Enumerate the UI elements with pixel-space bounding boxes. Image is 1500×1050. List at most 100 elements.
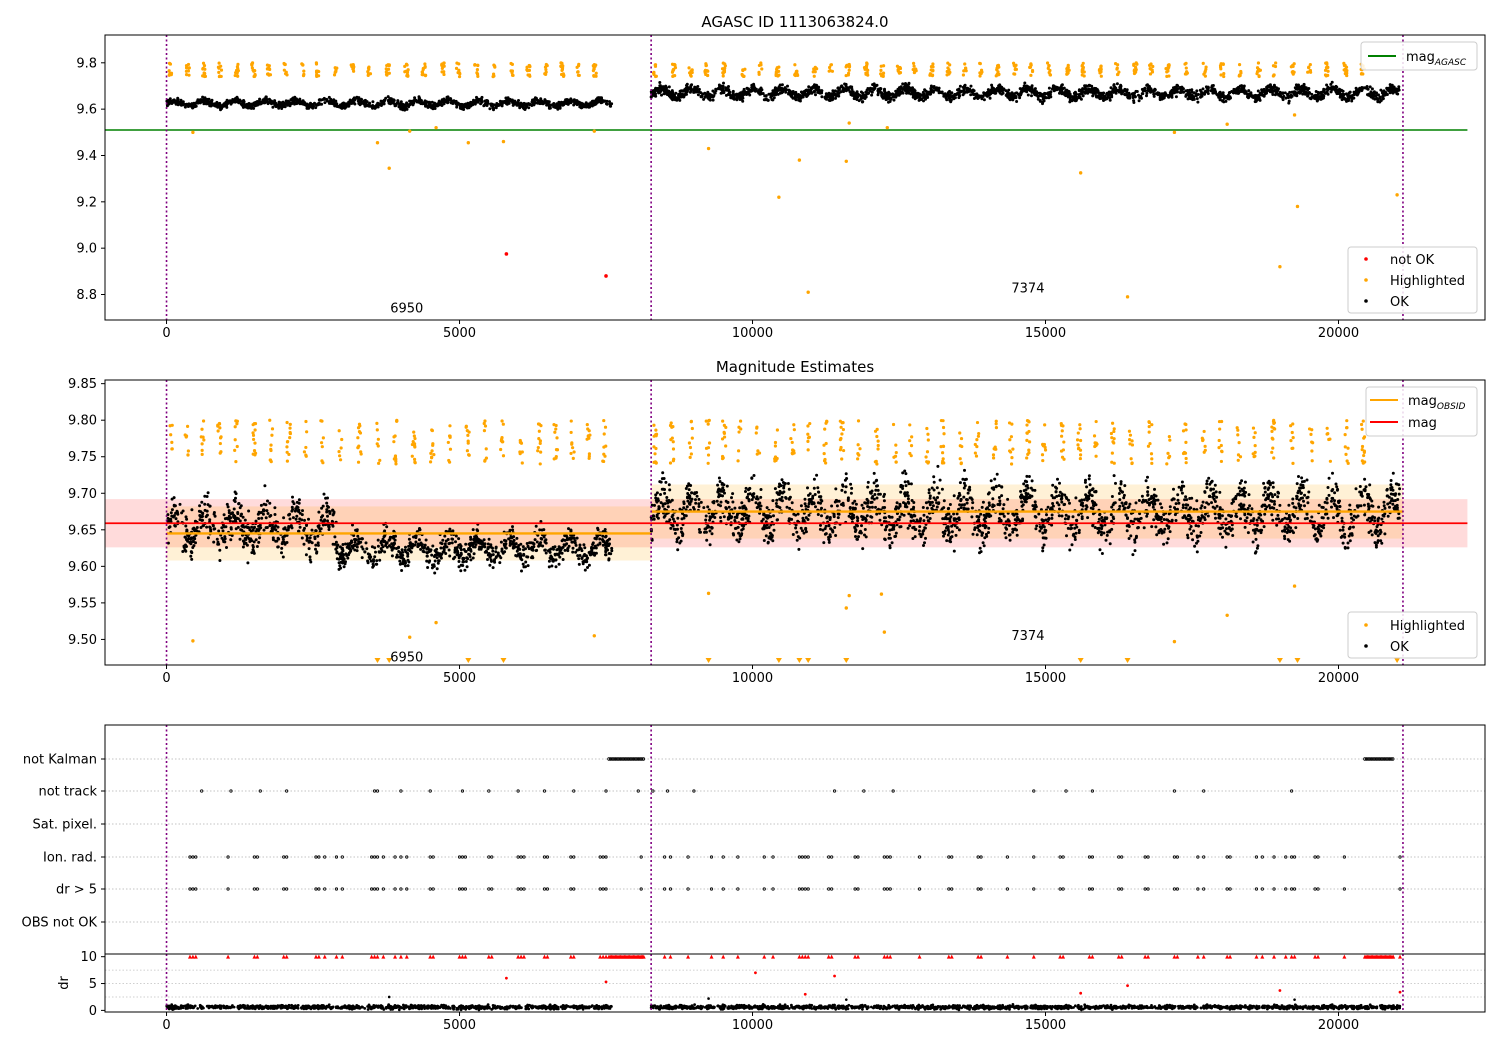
ok-point <box>1036 97 1040 101</box>
highlighted-point <box>285 73 289 77</box>
ok-point <box>1213 88 1217 91</box>
ok-point <box>418 98 422 102</box>
ok-point <box>758 92 762 96</box>
ok-point <box>557 100 561 104</box>
ok-point <box>240 512 243 516</box>
ok-point <box>594 98 598 102</box>
ok-point <box>376 101 380 105</box>
ok-point <box>990 83 994 87</box>
ok-point <box>904 83 908 87</box>
ok-point <box>899 85 903 89</box>
ok-point <box>1237 86 1241 90</box>
ok-point <box>1163 93 1167 97</box>
ok-point <box>204 98 208 102</box>
ok-point <box>371 105 375 109</box>
ok-point <box>386 95 390 99</box>
ok-point <box>1272 83 1276 87</box>
ok-point <box>327 525 331 528</box>
ok-point <box>731 93 735 97</box>
ok-point <box>1315 99 1319 103</box>
highlighted-point <box>911 67 915 72</box>
ok-point <box>199 526 203 529</box>
ok-point <box>562 103 566 107</box>
highlighted-point <box>1221 62 1225 66</box>
highlighted-point <box>167 69 171 73</box>
ok-point <box>589 103 593 107</box>
ok-point <box>403 105 407 109</box>
ok-point <box>499 540 503 544</box>
ok-point <box>1123 93 1127 97</box>
ok-point <box>435 567 439 571</box>
ok-point <box>1224 95 1228 98</box>
ok-point <box>1206 85 1210 89</box>
ok-point <box>349 99 353 103</box>
highlighted-point <box>1117 70 1121 74</box>
ok-point <box>1108 98 1112 102</box>
ok-point <box>977 95 981 98</box>
ok-point <box>281 555 285 559</box>
ok-point <box>263 484 267 488</box>
highlighted-point <box>283 62 287 67</box>
ok-point <box>219 103 222 107</box>
ok-point <box>229 538 233 542</box>
ok-point <box>1367 93 1371 97</box>
ok-point <box>343 106 347 110</box>
ok-point <box>700 95 704 99</box>
ok-point <box>907 81 911 85</box>
ok-point <box>889 97 893 101</box>
ok-point <box>1232 87 1236 91</box>
highlighted-point <box>813 70 817 74</box>
ok-point <box>276 545 280 549</box>
ok-point <box>172 504 176 508</box>
ok-point <box>208 504 212 508</box>
highlighted-point <box>914 69 918 73</box>
highlighted-point <box>184 64 189 68</box>
ok-point <box>1374 94 1378 98</box>
ok-point <box>1137 93 1140 97</box>
ok-point <box>317 510 321 514</box>
ok-point <box>391 535 394 539</box>
ok-point <box>1258 91 1262 95</box>
ok-point <box>170 497 174 501</box>
ok-point <box>961 93 965 97</box>
ok-point <box>200 518 204 522</box>
ok-point <box>1149 87 1152 91</box>
ok-point <box>1301 86 1305 89</box>
ok-point <box>469 101 473 105</box>
ok-point <box>260 516 264 520</box>
ok-point <box>1395 92 1399 96</box>
ok-point <box>335 546 339 550</box>
ok-point <box>707 92 711 96</box>
highlighted-point <box>963 66 968 70</box>
highlighted-point <box>704 64 708 68</box>
ok-point <box>374 550 377 554</box>
ok-point <box>262 502 266 506</box>
ok-point <box>1286 93 1289 97</box>
ok-point <box>571 546 575 550</box>
ok-point <box>985 94 989 98</box>
highlighted-point <box>1013 72 1017 76</box>
ok-point <box>1000 92 1004 96</box>
highlighted-point <box>777 195 781 199</box>
ok-point <box>510 99 513 103</box>
ok-point <box>969 89 973 93</box>
ok-point <box>258 536 262 540</box>
ok-point <box>184 524 188 528</box>
ok-point <box>786 84 789 88</box>
ok-point <box>1346 97 1349 101</box>
ok-point <box>456 102 460 106</box>
ok-point <box>401 104 405 108</box>
highlighted-point <box>1167 74 1171 78</box>
highlighted-point <box>688 73 693 77</box>
highlighted-point <box>1257 74 1261 78</box>
ok-point <box>511 528 515 532</box>
ok-point <box>251 545 255 549</box>
highlighted-point <box>375 141 380 145</box>
ok-point <box>301 509 304 513</box>
ok-point <box>524 560 528 564</box>
ok-point <box>812 90 816 94</box>
ok-point <box>301 99 305 103</box>
ok-point <box>357 96 361 100</box>
ok-point <box>357 537 361 541</box>
ok-point <box>436 561 440 565</box>
